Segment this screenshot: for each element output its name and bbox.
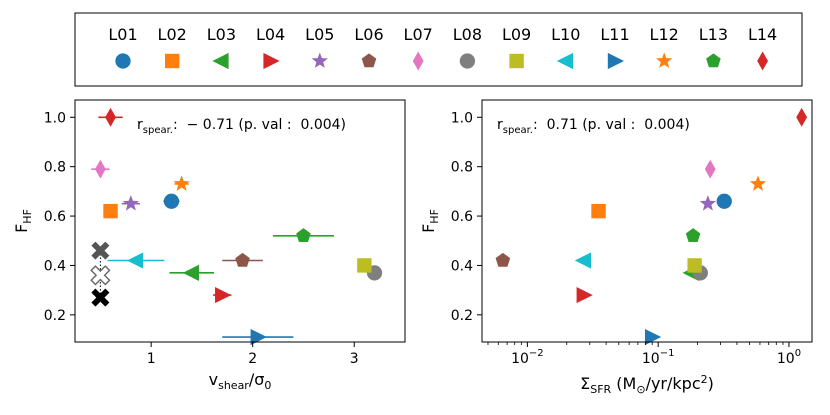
right-yticks: 0.2 0.4 0.6 0.8 1.0: [451, 110, 482, 324]
legend-marker-l04: [263, 52, 280, 70]
left-extra-marker-0: [91, 241, 110, 260]
right-axes-frame: [481, 99, 813, 343]
left-point-l01: [163, 193, 180, 209]
right-point-l01: [716, 193, 732, 209]
left-annotation: rspear.: − 0.71 (p. val : 0.004): [137, 117, 346, 136]
legend-marker-l09: [509, 53, 524, 69]
right-xtick-label: 10−2: [511, 348, 544, 367]
right-xlabel: ΣSFR (M⊙/yr/kpc2): [580, 373, 714, 396]
right-point-l07: [704, 159, 716, 179]
legend-marker-l13: [706, 53, 721, 68]
legend-label-l08: L08: [453, 25, 482, 44]
left-xtick-label: 2: [248, 351, 257, 367]
legend-marker-l01: [115, 53, 131, 69]
left-extra-marker-1: [90, 265, 111, 286]
legend-marker-l11: [607, 52, 624, 70]
right-point-l04: [576, 286, 593, 304]
legend-label-l04: L04: [256, 25, 285, 44]
legend-label-l11: L11: [600, 25, 629, 44]
right-ytick-label: 0.8: [451, 160, 473, 176]
left-point-l14: [105, 107, 116, 127]
legend-label-l02: L02: [158, 25, 187, 44]
left-point-l02: [103, 203, 118, 219]
left-marks: [90, 107, 383, 346]
right-xtick-label: 100: [777, 348, 801, 367]
legend-items: L01 L02 L03 L04 L05 L06 L07 L08 L09 L10 L11 L12 L13 L…: [108, 25, 777, 71]
left-point-l06: [235, 252, 250, 267]
left-point-l03: [182, 264, 199, 281]
left-point-l11: [250, 328, 267, 346]
right-point-l14: [796, 107, 808, 127]
right-point-l05: [699, 195, 717, 211]
right-point-l09: [687, 258, 702, 273]
left-ytick-label: 0.4: [44, 258, 66, 274]
right-xtick-label: 10−1: [642, 348, 675, 367]
left-ytick-label: 0.8: [44, 160, 66, 176]
right-point-l13: [685, 228, 701, 243]
left-point-l10: [126, 252, 144, 269]
left-panel: 1 2 3 0.2 0.4 0.6 0.8 1.0 rspear.: − 0.71 (p. …: [12, 99, 406, 392]
legend-marker-l05: [311, 52, 328, 68]
left-point-l07: [94, 159, 106, 179]
left-ylabel: FHF: [12, 209, 34, 233]
legend-marker-l10: [556, 52, 573, 70]
right-panel: 10−2 10−1 100 0.2 0.4 0.6 0.8 1.0 rspear.: 0.7…: [419, 99, 813, 396]
left-xtick-label: 3: [350, 351, 359, 367]
right-point-l10: [574, 252, 591, 269]
legend-marker-l08: [459, 53, 476, 69]
legend-marker-l07: [412, 51, 424, 71]
legend: L01 L02 L03 L04 L05 L06 L07 L08 L09 L10 L11 L12 L13 L…: [74, 12, 803, 87]
legend-label-l05: L05: [305, 25, 334, 44]
left-ytick-label: 1.0: [44, 110, 66, 126]
right-point-l06: [495, 252, 511, 267]
left-point-l13: [296, 228, 311, 243]
left-yticks: 0.2 0.4 0.6 0.8 1.0: [44, 110, 75, 324]
left-ytick-label: 0.2: [44, 308, 66, 324]
right-ytick-label: 1.0: [451, 110, 473, 126]
legend-marker-l14: [757, 51, 768, 71]
right-point-l12: [749, 175, 767, 191]
legend-label-l12: L12: [650, 25, 679, 44]
right-ytick-label: 0.6: [451, 209, 473, 225]
legend-label-l01: L01: [108, 25, 137, 44]
legend-label-l03: L03: [207, 25, 236, 44]
right-ylabel: FHF: [419, 209, 441, 233]
right-ytick-label: 0.2: [451, 308, 473, 324]
legend-label-l10: L10: [551, 25, 580, 44]
legend-label-l13: L13: [699, 25, 728, 44]
right-ytick-label: 0.4: [451, 258, 473, 274]
left-point-l04: [215, 286, 232, 304]
right-marks: [495, 107, 808, 346]
left-extra-marker-2: [91, 288, 110, 307]
right-point-l02: [591, 203, 606, 219]
legend-label-l14: L14: [748, 25, 777, 44]
legend-marker-l03: [212, 52, 229, 70]
legend-label-l09: L09: [502, 25, 531, 44]
left-ytick-label: 0.6: [44, 209, 66, 225]
legend-label-l07: L07: [404, 25, 433, 44]
left-axes-frame: [74, 99, 406, 343]
right-point-l11: [644, 328, 662, 346]
left-xlabel: vshear/σ0: [209, 370, 272, 392]
legend-marker-l02: [165, 53, 180, 69]
left-xtick-label: 1: [147, 351, 156, 367]
left-point-l05: [122, 195, 139, 211]
legend-frame: [74, 12, 803, 87]
right-xticks: 10−2 10−1 100: [487, 342, 801, 367]
left-point-l12: [173, 175, 190, 191]
left-xticks: 1 2 3: [147, 342, 359, 367]
left-point-l09: [357, 258, 372, 273]
legend-label-l06: L06: [354, 25, 383, 44]
legend-marker-l06: [361, 53, 377, 68]
legend-marker-l12: [656, 52, 673, 68]
right-annotation: rspear.: 0.71 (p. val : 0.004): [497, 117, 690, 136]
